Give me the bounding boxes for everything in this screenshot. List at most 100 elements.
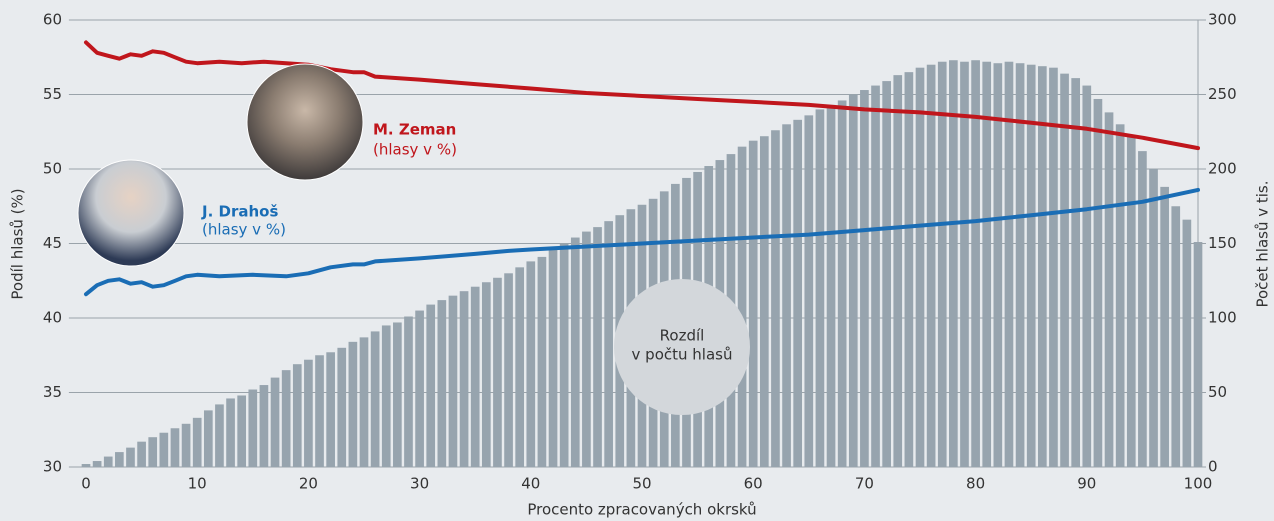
bar bbox=[115, 452, 124, 467]
bar bbox=[604, 221, 613, 467]
bar bbox=[92, 461, 102, 467]
bar bbox=[860, 90, 869, 467]
x-tick-label: 20 bbox=[299, 475, 318, 493]
bar bbox=[426, 304, 436, 467]
bar bbox=[1171, 206, 1181, 467]
bar bbox=[170, 428, 180, 467]
bar bbox=[270, 377, 280, 467]
x-tick-label: 60 bbox=[744, 475, 763, 493]
bar bbox=[1082, 85, 1092, 467]
bar bbox=[137, 441, 146, 467]
bar bbox=[81, 464, 91, 467]
y-axis-label: Podíl hlasů (%) bbox=[9, 188, 27, 299]
bar bbox=[537, 256, 547, 467]
x-tick-label: 90 bbox=[1077, 475, 1096, 493]
bar bbox=[804, 115, 814, 468]
drahos-photo bbox=[77, 159, 185, 267]
y-tick-label: 30 bbox=[43, 458, 62, 476]
difference-label: Rozdíl bbox=[660, 327, 705, 345]
bar bbox=[993, 63, 1003, 468]
bar bbox=[882, 81, 891, 467]
difference-label: v počtu hlasů bbox=[632, 346, 733, 364]
bar bbox=[203, 410, 213, 467]
bar bbox=[1138, 151, 1147, 467]
y-tick-label: 45 bbox=[43, 234, 62, 252]
difference-bubble bbox=[614, 279, 750, 415]
bar bbox=[248, 389, 258, 467]
bar bbox=[893, 75, 903, 467]
bar bbox=[771, 130, 780, 467]
bar bbox=[348, 341, 358, 467]
bar bbox=[393, 322, 402, 467]
bar bbox=[470, 286, 480, 467]
y-tick-label: 35 bbox=[43, 383, 62, 401]
bar bbox=[1126, 136, 1136, 467]
bar bbox=[103, 456, 113, 467]
bar bbox=[971, 60, 980, 467]
bar bbox=[982, 61, 992, 467]
bar bbox=[582, 231, 591, 467]
bar bbox=[515, 267, 525, 467]
bar bbox=[493, 277, 502, 467]
bar bbox=[415, 310, 424, 467]
x-tick-label: 50 bbox=[632, 475, 651, 493]
bar bbox=[259, 385, 269, 467]
bar bbox=[459, 291, 469, 467]
bar bbox=[1104, 112, 1114, 467]
x-tick-label: 0 bbox=[81, 475, 91, 493]
y2-tick-label: 0 bbox=[1208, 458, 1218, 476]
bar bbox=[748, 140, 758, 467]
line-series bbox=[84, 187, 1200, 297]
bar bbox=[437, 300, 447, 467]
bar bbox=[737, 146, 747, 467]
lines bbox=[84, 40, 1200, 297]
bar bbox=[526, 261, 536, 467]
bar bbox=[1004, 61, 1014, 467]
bar bbox=[215, 404, 224, 467]
bar bbox=[237, 395, 247, 467]
y-tick-label: 40 bbox=[43, 309, 62, 327]
x-axis-label: Procento zpracovaných okrsků bbox=[527, 501, 756, 519]
line-series bbox=[84, 40, 1200, 151]
bar bbox=[1115, 124, 1125, 468]
bar bbox=[181, 423, 191, 467]
bar bbox=[593, 227, 602, 467]
y2-tick-label: 250 bbox=[1208, 85, 1237, 103]
y2-tick-label: 150 bbox=[1208, 234, 1237, 252]
bar bbox=[1049, 67, 1058, 468]
bar bbox=[1071, 78, 1081, 468]
x-tick-label: 30 bbox=[410, 475, 429, 493]
y-tick-label: 50 bbox=[43, 160, 62, 178]
drahos-label: J. Drahoš bbox=[201, 203, 278, 221]
bar bbox=[826, 104, 836, 468]
bar bbox=[793, 119, 803, 467]
x-tick-label: 80 bbox=[966, 475, 985, 493]
y2-tick-label: 50 bbox=[1208, 383, 1227, 401]
x-tick-label: 10 bbox=[188, 475, 207, 493]
bar bbox=[937, 61, 947, 467]
bar bbox=[915, 67, 925, 468]
y2-tick-label: 300 bbox=[1208, 11, 1237, 29]
bar bbox=[559, 243, 569, 467]
x-tick-label: 100 bbox=[1184, 475, 1213, 493]
bar bbox=[126, 447, 135, 467]
drahos-unit: (hlasy v %) bbox=[202, 221, 286, 239]
bar bbox=[1093, 98, 1103, 467]
bar bbox=[949, 60, 958, 467]
bar bbox=[1193, 242, 1203, 467]
bar bbox=[192, 417, 202, 467]
bar bbox=[504, 273, 513, 467]
bar bbox=[548, 249, 558, 467]
bar bbox=[1160, 186, 1169, 467]
bar bbox=[960, 61, 969, 467]
bar bbox=[315, 355, 324, 467]
bar bbox=[337, 347, 347, 467]
bar bbox=[159, 432, 169, 467]
y2-tick-label: 100 bbox=[1208, 309, 1237, 327]
bar bbox=[404, 316, 413, 467]
y-tick-label: 60 bbox=[43, 11, 62, 29]
bar bbox=[1026, 64, 1036, 467]
x-tick-label: 70 bbox=[855, 475, 874, 493]
